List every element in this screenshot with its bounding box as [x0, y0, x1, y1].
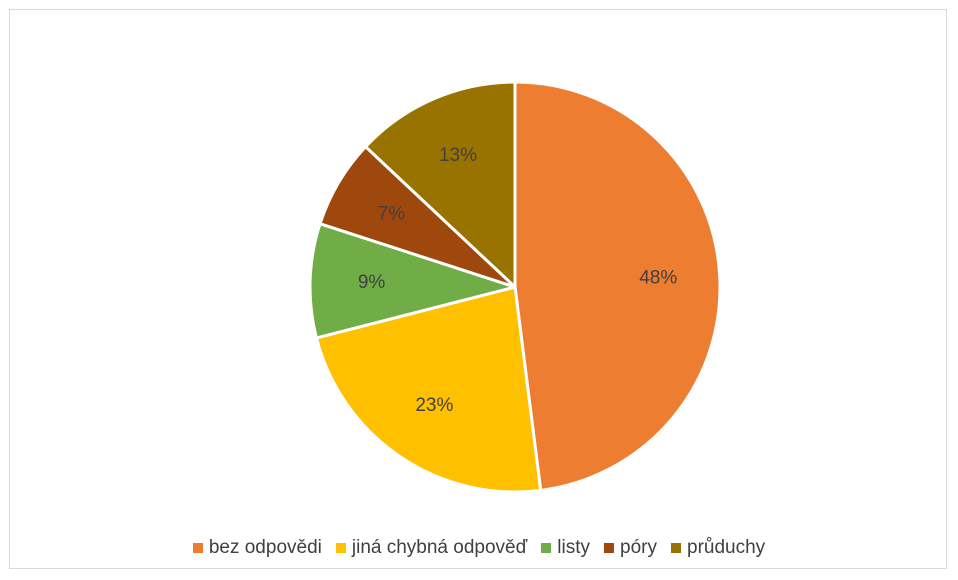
legend-swatch-1 [335, 543, 346, 553]
pie-slice-1 [314, 285, 543, 494]
data-label-3: 7% [378, 203, 406, 224]
data-label-2: 9% [358, 272, 386, 293]
data-label-1: 23% [415, 395, 453, 416]
legend-item-2: listy [541, 537, 590, 559]
legend-swatch-4 [671, 543, 681, 553]
legend-label-1: jiná chybná odpověď [351, 537, 528, 558]
data-label-4: 13% [439, 145, 477, 166]
legend-item-3: póry [604, 537, 657, 559]
pie-slice-0 [513, 80, 722, 492]
chart-legend: bez odpovědi jiná chybná odpověď listy póry… [0, 533, 958, 563]
legend-label-4: průduchy [687, 537, 766, 558]
legend-label-3: póry [620, 537, 657, 558]
legend-swatch-0 [192, 543, 203, 553]
legend-swatch-2 [541, 543, 552, 553]
legend-item-4: průduchy [671, 537, 765, 559]
legend-item-1: jiná chybná odpověď [335, 537, 528, 559]
pie-slice-4 [364, 80, 517, 289]
pie-slice-2 [308, 222, 517, 340]
data-label-0: 48% [639, 267, 677, 288]
legend-label-2: listy [557, 537, 591, 558]
legend-label-0: bez odpovědi [208, 537, 322, 558]
legend-item-0: bez odpovědi [192, 537, 322, 559]
legend-swatch-3 [604, 543, 615, 553]
